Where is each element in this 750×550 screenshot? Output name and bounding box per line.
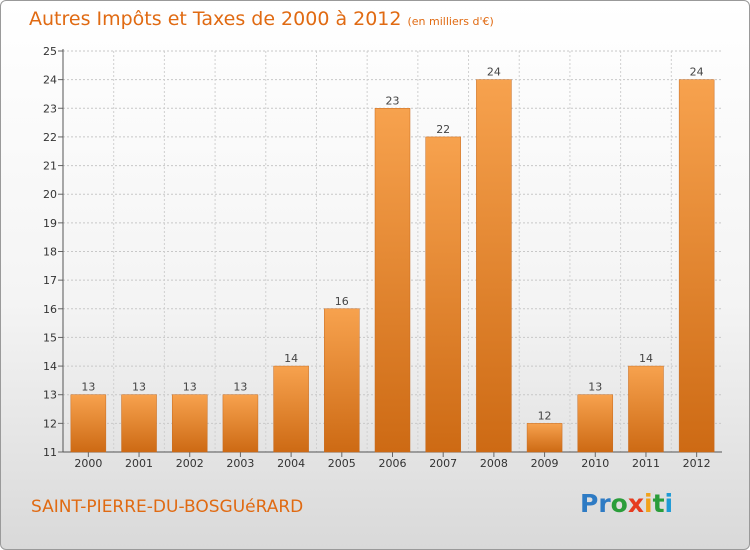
data-label: 12 <box>538 409 552 422</box>
logo-letter: x <box>627 489 644 518</box>
chart-subtitle: (en milliers d'€) <box>407 15 494 28</box>
logo-letter: o <box>610 489 628 518</box>
y-tick-label: 21 <box>43 160 57 173</box>
chart-title-text: Autres Impôts et Taxes de 2000 à 2012 <box>29 8 402 30</box>
bar <box>425 136 461 453</box>
y-tick-label: 23 <box>43 102 57 115</box>
y-tick-label: 22 <box>43 131 57 144</box>
y-tick-label: 13 <box>43 389 57 402</box>
y-tick-label: 11 <box>43 446 57 459</box>
logo-letter: i <box>664 489 674 518</box>
x-tick-label: 2010 <box>581 457 609 470</box>
data-label: 13 <box>81 381 95 394</box>
y-tick-label: 12 <box>43 417 57 430</box>
x-tick-label: 2000 <box>74 457 102 470</box>
logo-letter: i <box>644 489 653 518</box>
x-tick-label: 2011 <box>632 457 660 470</box>
x-tick-label: 2004 <box>277 457 305 470</box>
bar <box>374 108 411 453</box>
x-tick-label: 2006 <box>379 457 407 470</box>
x-tick-label: 2005 <box>328 457 356 470</box>
bar <box>577 394 614 453</box>
bar <box>222 394 259 453</box>
bar <box>121 394 157 453</box>
axes: 11 12 13 14 15 16 17 18 19 20 21 22 23 24 25 2000 2001 20… <box>43 45 722 470</box>
logo-letter: t <box>652 489 665 518</box>
data-label: 16 <box>335 295 349 308</box>
bar <box>628 365 664 453</box>
bars <box>70 79 715 453</box>
y-tick-label: 24 <box>43 74 57 87</box>
data-label: 23 <box>386 94 400 107</box>
x-tick-label: 2003 <box>226 457 254 470</box>
bar <box>324 308 360 453</box>
data-label: 13 <box>132 381 146 394</box>
data-label: 13 <box>233 381 247 394</box>
bar <box>476 79 512 453</box>
data-label: 24 <box>690 66 704 79</box>
x-tick-label: 2002 <box>176 457 204 470</box>
proxiti-logo: Proxiti <box>580 489 673 518</box>
town-name: SAINT-PIERRE-DU-BOSGUéRARD <box>31 497 304 517</box>
chart-title: Autres Impôts et Taxes de 2000 à 2012 (en… <box>29 8 494 30</box>
data-label: 13 <box>183 381 197 394</box>
x-tick-label: 2008 <box>480 457 508 470</box>
x-tick-label: 2007 <box>429 457 457 470</box>
data-label: 24 <box>487 66 501 79</box>
bar <box>678 79 715 453</box>
bar <box>70 394 107 453</box>
data-label: 13 <box>588 381 602 394</box>
x-tick-label: 2012 <box>683 457 711 470</box>
x-tick-label: 2009 <box>531 457 559 470</box>
data-label: 22 <box>436 123 450 136</box>
y-tick-label: 25 <box>43 45 57 58</box>
y-tick-label: 18 <box>43 246 57 259</box>
y-tick-label: 15 <box>43 331 57 344</box>
logo-letter: r <box>598 489 611 518</box>
logo-letter: P <box>580 489 599 518</box>
y-tick-label: 19 <box>43 217 57 230</box>
data-label: 14 <box>284 352 298 365</box>
data-labels: 13 13 13 13 14 16 23 22 24 12 13 14 24 <box>81 66 703 423</box>
bar <box>273 365 309 453</box>
y-tick-label: 14 <box>43 360 57 373</box>
bar <box>526 423 563 453</box>
y-tick-label: 16 <box>43 303 57 316</box>
bar <box>171 394 208 453</box>
data-label: 14 <box>639 352 653 365</box>
y-tick-label: 17 <box>43 274 57 287</box>
y-tick-label: 20 <box>43 188 57 201</box>
x-tick-label: 2001 <box>125 457 153 470</box>
